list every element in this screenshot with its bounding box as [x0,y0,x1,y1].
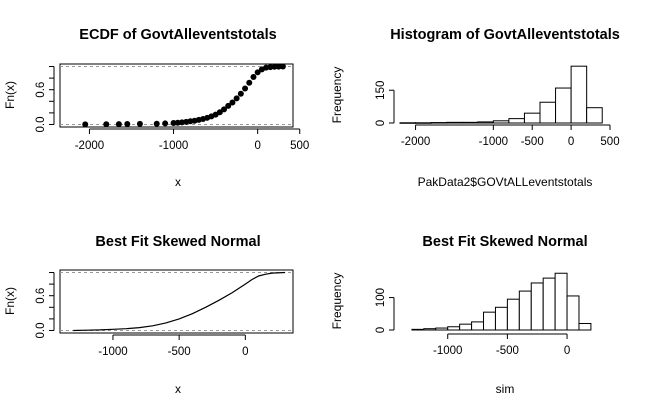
x-tick-label: -1000 [159,140,188,152]
ecdf-point [136,120,143,127]
ecdf-point [115,121,122,128]
ecdf-point [250,73,257,80]
x-tick-label: 0 [242,346,248,358]
histogram-bar [492,120,510,124]
histogram-bar [459,323,473,331]
ecdf-point [153,120,160,127]
panel-histogram: Histogram of GovtAlleventstotals PakData… [330,27,620,189]
histogram-bar [506,298,520,331]
histogram-bar [430,122,448,124]
x-tick-label: 500 [290,140,309,152]
ecdf-point [82,121,89,128]
x-tick-label: -500 [496,345,519,357]
cdf-line [73,271,286,332]
histogram-bar [508,118,525,124]
histogram-bar [411,328,425,331]
panel-1-frame [59,63,294,128]
histogram-bar [446,121,463,124]
panel-3-xlabel: x [175,382,181,396]
ecdf-point [225,102,232,109]
panel-4-ylabel: Frequency [330,273,344,330]
y-tick-label: 0 [375,327,387,333]
x-tick-label: -1000 [479,136,508,148]
ecdf-point [216,109,223,116]
ecdf-point [221,106,228,113]
histogram-bar [586,107,603,124]
ecdf-point [103,121,110,128]
histogram-bar [523,112,541,124]
panel-2-ylabel: Frequency [330,67,344,124]
panel-skewed-histogram: Best Fit Skewed Normal sim Frequency -10… [330,234,592,396]
histogram-bar [494,306,508,331]
panel-2-title: Histogram of GovtAlleventstotals [390,27,620,43]
ecdf-point [254,69,261,76]
ecdf-point [271,63,278,70]
x-tick-label: -2000 [401,136,430,148]
y-tick-label: 0 [375,120,387,126]
histogram-bar [483,311,496,331]
x-tick-label: 0 [568,136,574,148]
panel-3-frame [59,269,294,334]
panel-skewed-ecdf: Best Fit Skewed Normal x Fn(x) -1000 -500… [3,234,294,396]
histogram-bar [477,121,494,124]
x-tick-label: -1000 [98,346,127,358]
panel-1-ylabel: Fn(x) [3,81,17,109]
panel-1-title: ECDF of GovtAlleventstotals [79,27,276,43]
ecdf-point [124,121,131,128]
ecdf-point [242,85,249,92]
ecdf-point [246,79,253,86]
y-tick-label: 100 [375,288,387,307]
y-tick-label: 0.0 [35,116,47,132]
histogram-bar [566,295,580,331]
x-tick-label: -1000 [433,345,462,357]
x-tick-label: 0 [564,345,570,357]
ecdf-point [279,63,286,70]
panel-3-title: Best Fit Skewed Normal [95,234,260,250]
ecdf-point [237,90,244,97]
histogram-bar [539,101,557,124]
histogram-bar [399,122,417,124]
ecdf-point [233,95,240,102]
x-tick-label: -500 [168,346,191,358]
histogram-bar [461,121,479,124]
panel-3-ylabel: Fn(x) [3,287,17,315]
histogram-bar [415,122,432,124]
ecdf-point [229,99,236,106]
y-tick-label: 0.6 [35,288,47,304]
histogram-bar [423,328,437,331]
histogram-bar [471,321,485,331]
panel-4-title: Best Fit Skewed Normal [422,234,587,250]
histogram-bar [542,277,556,331]
x-tick-label: 500 [600,136,619,148]
y-tick-label: 0.6 [35,82,47,98]
histogram-bar [578,323,592,331]
y-tick-label: 0.0 [35,322,47,338]
ecdf-point [162,120,169,127]
x-tick-label: 0 [254,140,260,152]
histogram-bar [555,87,572,124]
histogram-bar [518,290,532,331]
histogram-bar [554,272,568,331]
y-tick-label: 150 [375,81,387,100]
panel-ecdf: ECDF of GovtAlleventstotals x Fn(x) -200… [3,27,309,189]
panel-4-xlabel: sim [496,382,515,396]
panel-2-xlabel: PakData2$GOVtALLeventstotals [418,175,593,189]
histogram-bar [570,65,588,124]
x-tick-label: -2000 [75,140,104,152]
histogram-bar [435,327,449,331]
histogram-bar [530,282,544,331]
x-tick-label: -500 [521,136,544,148]
panel-1-xlabel: x [175,175,181,189]
ecdf-point [275,63,282,70]
histogram-bar [447,326,461,331]
